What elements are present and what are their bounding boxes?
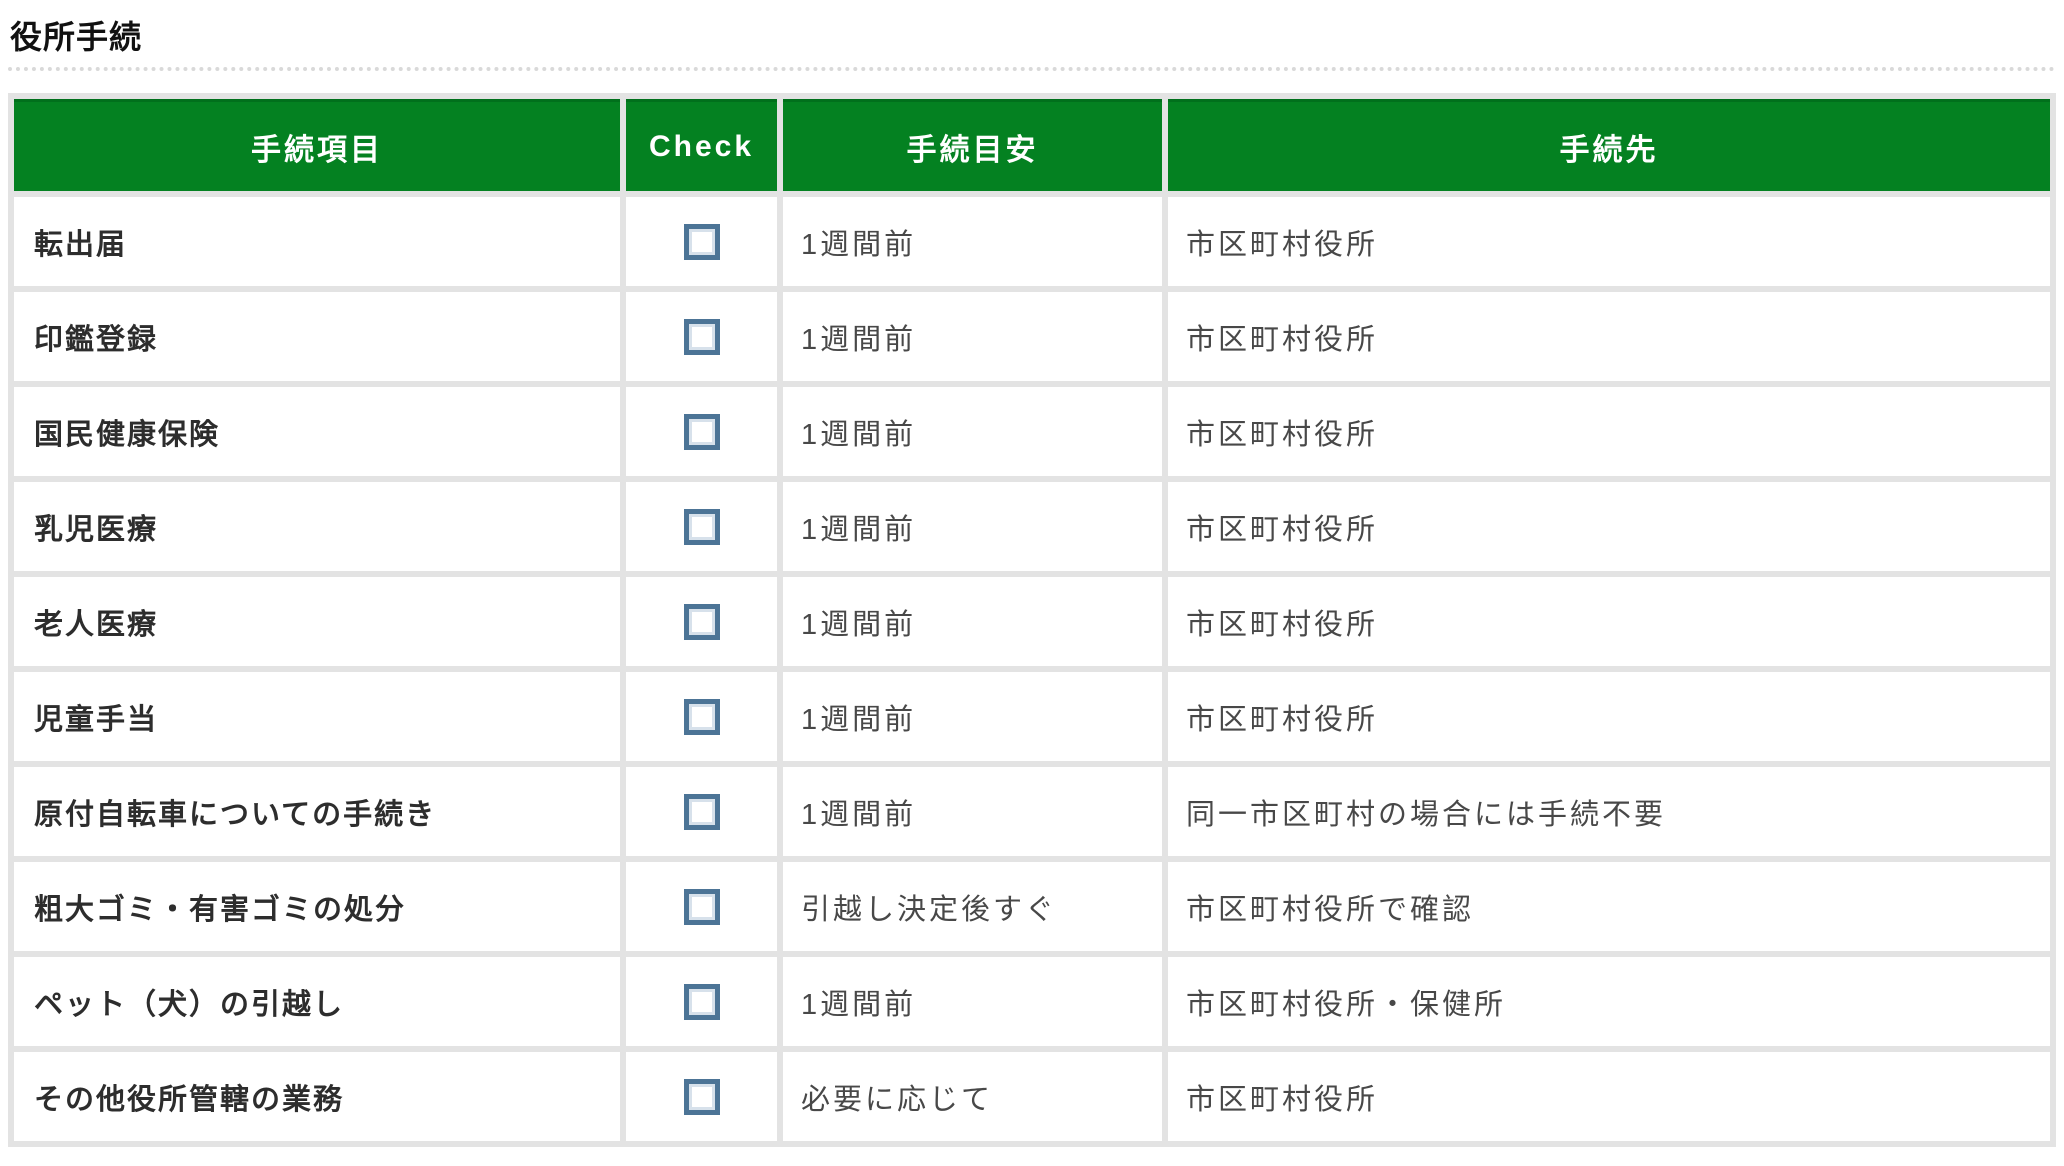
due-cell: 1週間前 xyxy=(783,482,1162,572)
where-cell: 市区町村役所 xyxy=(1168,672,2050,762)
procedure-item-cell: 印鑑登録 xyxy=(14,292,620,382)
checkbox[interactable] xyxy=(683,793,720,830)
check-cell xyxy=(626,767,777,857)
checkbox[interactable] xyxy=(683,603,720,640)
procedure-item-cell: 乳児医療 xyxy=(14,482,620,572)
due-cell: 1週間前 xyxy=(783,577,1162,667)
where-cell: 市区町村役所で確認 xyxy=(1168,862,2050,952)
check-cell xyxy=(626,957,777,1047)
due-cell: 1週間前 xyxy=(783,197,1162,287)
column-header-check: Check xyxy=(626,99,777,192)
where-cell: 市区町村役所 xyxy=(1168,482,2050,572)
due-cell: 1週間前 xyxy=(783,957,1162,1047)
checkbox[interactable] xyxy=(683,413,720,450)
checkbox[interactable] xyxy=(683,318,720,355)
procedure-item-cell: 転出届 xyxy=(14,197,620,287)
due-cell: 1週間前 xyxy=(783,292,1162,382)
due-cell: 必要に応じて xyxy=(783,1052,1162,1142)
where-cell: 同一市区町村の場合には手続不要 xyxy=(1168,767,2050,857)
check-cell xyxy=(626,387,777,477)
due-cell: 1週間前 xyxy=(783,767,1162,857)
dotted-divider xyxy=(8,67,2056,72)
table-row: ペット（犬）の引越し 1週間前 市区町村役所・保健所 xyxy=(14,957,2050,1047)
procedure-item-cell: 原付自転車についての手続き xyxy=(14,767,620,857)
checkbox[interactable] xyxy=(683,223,720,260)
where-cell: 市区町村役所 xyxy=(1168,197,2050,287)
column-header-where: 手続先 xyxy=(1168,99,2050,192)
check-cell xyxy=(626,292,777,382)
due-cell: 1週間前 xyxy=(783,672,1162,762)
table-row: 粗大ゴミ・有害ゴミの処分 引越し決定後すぐ 市区町村役所で確認 xyxy=(14,862,2050,952)
checkbox[interactable] xyxy=(683,698,720,735)
where-cell: 市区町村役所 xyxy=(1168,292,2050,382)
column-header-item: 手続項目 xyxy=(14,99,620,192)
checkbox[interactable] xyxy=(683,888,720,925)
table-body: 転出届 1週間前 市区町村役所 印鑑登録 1週間前 市区町村役所 国民健康保険 1週間前 市区町… xyxy=(14,197,2050,1142)
checkbox[interactable] xyxy=(683,1078,720,1115)
check-cell xyxy=(626,672,777,762)
where-cell: 市区町村役所 xyxy=(1168,577,2050,667)
procedure-item-cell: 粗大ゴミ・有害ゴミの処分 xyxy=(14,862,620,952)
table-row: 印鑑登録 1週間前 市区町村役所 xyxy=(14,292,2050,382)
table-row: 国民健康保険 1週間前 市区町村役所 xyxy=(14,387,2050,477)
procedure-item-cell: 児童手当 xyxy=(14,672,620,762)
procedure-item-cell: 国民健康保険 xyxy=(14,387,620,477)
check-cell xyxy=(626,197,777,287)
procedure-item-cell: 老人医療 xyxy=(14,577,620,667)
table-row: その他役所管轄の業務 必要に応じて 市区町村役所 xyxy=(14,1052,2050,1142)
check-cell xyxy=(626,482,777,572)
table-row: 原付自転車についての手続き 1週間前 同一市区町村の場合には手続不要 xyxy=(14,767,2050,857)
checkbox[interactable] xyxy=(683,508,720,545)
check-cell xyxy=(626,577,777,667)
table-header-row: 手続項目 Check 手続目安 手続先 xyxy=(14,99,2050,192)
where-cell: 市区町村役所・保健所 xyxy=(1168,957,2050,1047)
table-row: 転出届 1週間前 市区町村役所 xyxy=(14,197,2050,287)
where-cell: 市区町村役所 xyxy=(1168,387,2050,477)
table-row: 乳児医療 1週間前 市区町村役所 xyxy=(14,482,2050,572)
checkbox[interactable] xyxy=(683,983,720,1020)
procedures-table: 手続項目 Check 手続目安 手続先 転出届 1週間前 市区町村役所 印鑑登録 1週間… xyxy=(8,93,2056,1148)
procedure-item-cell: その他役所管轄の業務 xyxy=(14,1052,620,1142)
table-row: 老人医療 1週間前 市区町村役所 xyxy=(14,577,2050,667)
procedure-item-cell: ペット（犬）の引越し xyxy=(14,957,620,1047)
due-cell: 1週間前 xyxy=(783,387,1162,477)
due-cell: 引越し決定後すぐ xyxy=(783,862,1162,952)
page-title: 役所手続 xyxy=(10,19,143,55)
where-cell: 市区町村役所 xyxy=(1168,1052,2050,1142)
check-cell xyxy=(626,862,777,952)
table-row: 児童手当 1週間前 市区町村役所 xyxy=(14,672,2050,762)
check-cell xyxy=(626,1052,777,1142)
column-header-due: 手続目安 xyxy=(783,99,1162,192)
